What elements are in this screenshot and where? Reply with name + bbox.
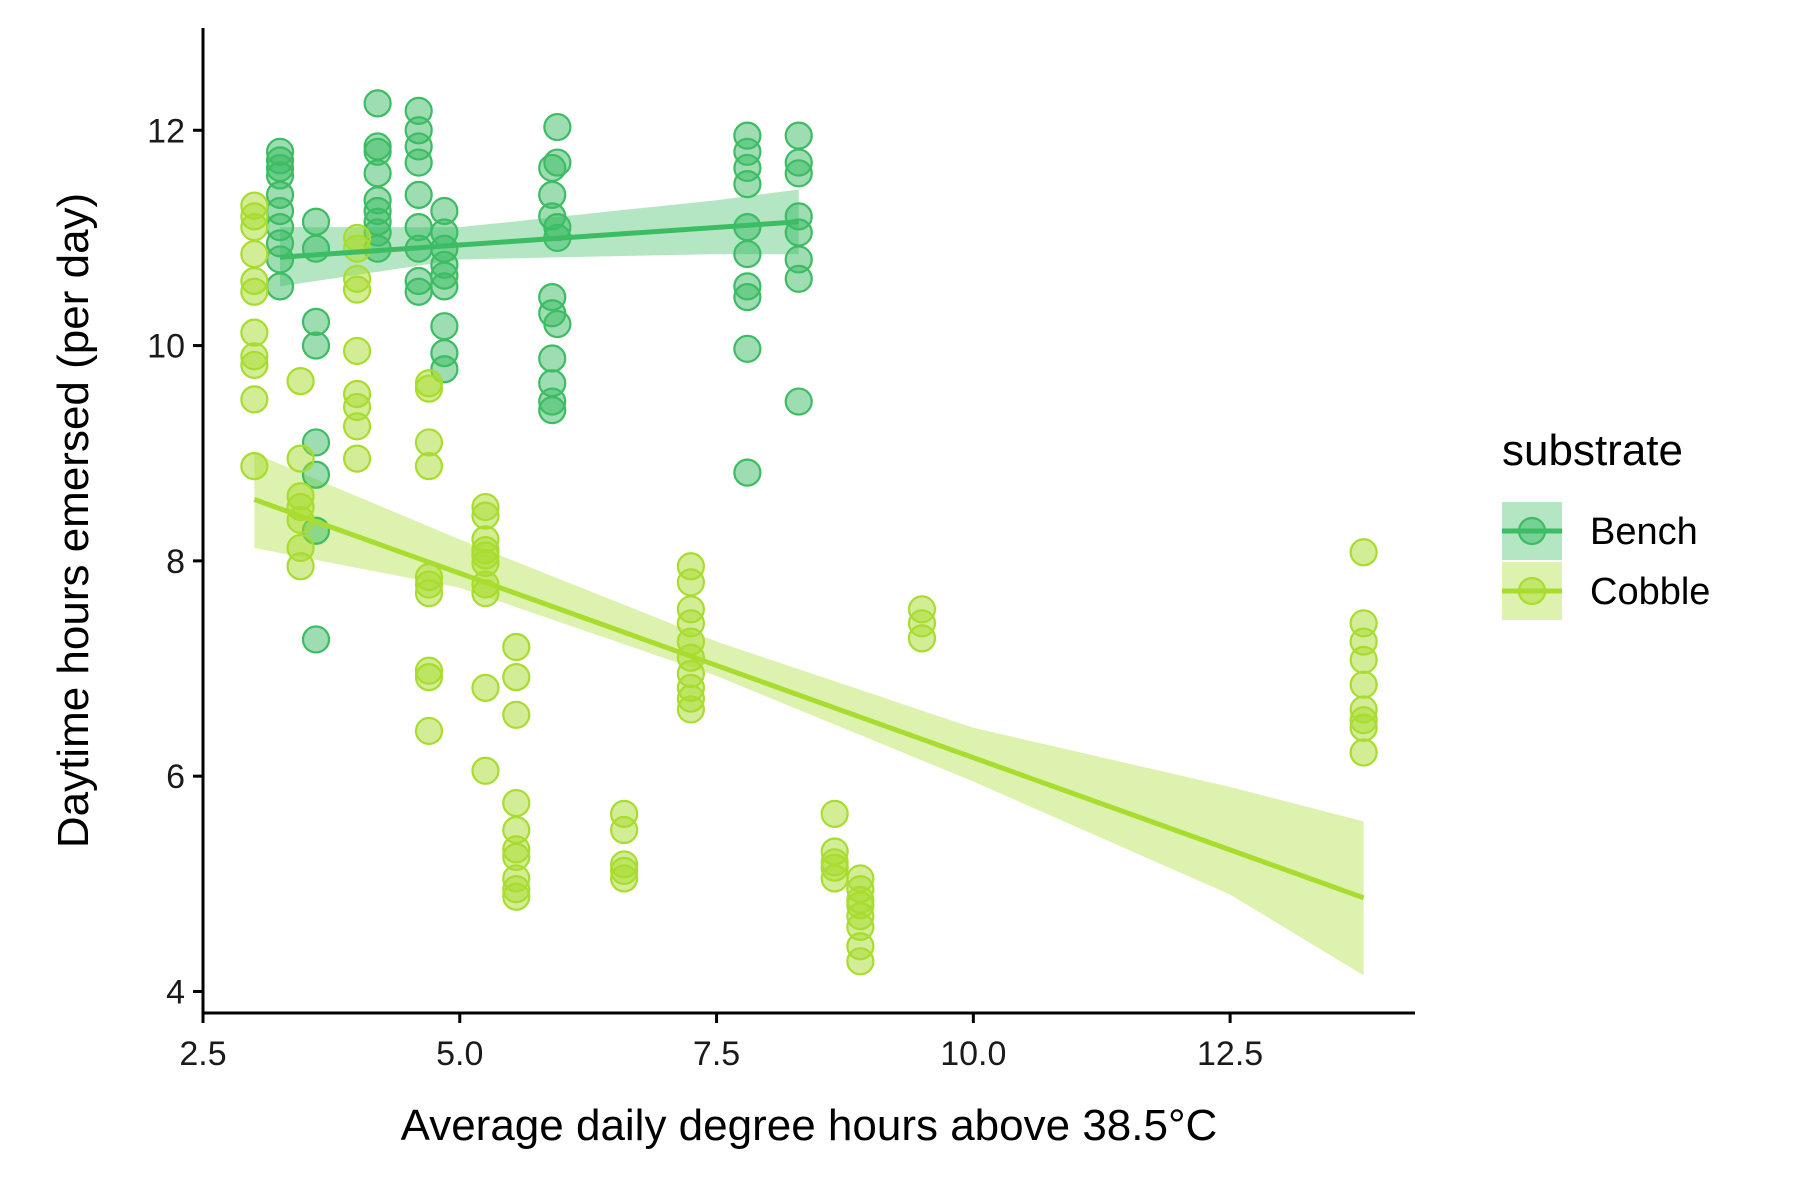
point-cobble	[414, 428, 444, 457]
point-cobble	[846, 947, 875, 976]
legend-title: substrate	[1502, 426, 1683, 475]
point-cobble	[820, 799, 849, 828]
point-bench	[363, 89, 392, 118]
point-bench	[733, 334, 762, 363]
axes	[201, 28, 1415, 1015]
point-cobble	[502, 882, 531, 911]
point-cobble	[1349, 538, 1378, 567]
point-cobble	[471, 756, 500, 785]
point-cobble	[286, 444, 315, 473]
point-bench	[784, 387, 813, 416]
legend-label-cobble: Cobble	[1590, 571, 1710, 613]
point-cobble	[240, 385, 269, 414]
legend-item-bench: Bench	[1502, 502, 1698, 560]
ci-band-cobble	[254, 453, 1364, 976]
y-tick-label: 12	[147, 112, 185, 150]
point-cobble	[414, 716, 444, 746]
point-bench	[430, 272, 459, 301]
point-cobble	[471, 673, 500, 702]
point-cobble	[907, 624, 937, 653]
point-cobble	[414, 374, 444, 403]
legend-label-bench: Bench	[1590, 511, 1698, 553]
point-cobble	[414, 452, 444, 481]
point-cobble	[502, 632, 531, 662]
point-cobble	[502, 663, 531, 692]
point-cobble	[240, 213, 269, 242]
point-bench	[404, 148, 433, 177]
y-tick-label: 4	[166, 973, 185, 1011]
point-bench	[301, 331, 331, 360]
legend-marker-bench	[1517, 516, 1547, 546]
point-bench	[543, 148, 572, 177]
point-cobble	[240, 452, 269, 481]
point-bench	[538, 396, 567, 425]
y-tick-label: 8	[166, 543, 185, 581]
point-bench	[265, 245, 295, 274]
point-bench	[543, 309, 572, 339]
trend-line-cobble	[253, 497, 1365, 901]
point-bench	[301, 625, 331, 654]
point-bench	[784, 121, 813, 150]
trend-line-bench	[279, 219, 799, 260]
point-cobble	[502, 700, 531, 729]
point-cobble	[1349, 738, 1378, 767]
point-bench	[430, 312, 459, 341]
point-bench	[404, 277, 433, 306]
point-cobble	[820, 864, 849, 893]
point-cobble	[1349, 670, 1378, 699]
point-cobble	[240, 350, 269, 380]
x-tick-label: 2.5	[179, 1035, 226, 1073]
point-cobble	[240, 277, 269, 306]
point-bench	[733, 239, 762, 269]
point-cobble	[414, 663, 444, 692]
point-bench	[404, 180, 433, 209]
point-cobble	[610, 864, 639, 893]
point-cobble	[240, 239, 269, 269]
point-cobble	[240, 318, 269, 347]
y-axis-ticks: 4 6 8 10 12	[147, 112, 203, 1011]
point-bench	[543, 112, 572, 142]
point-cobble	[1349, 645, 1378, 675]
point-bench	[784, 159, 813, 188]
x-tick-label: 7.5	[693, 1035, 740, 1073]
trend-lines	[253, 219, 1365, 901]
point-cobble	[342, 412, 372, 441]
x-tick-label: 12.5	[1197, 1035, 1263, 1073]
point-bench	[301, 307, 331, 336]
legend-item-cobble: Cobble	[1502, 562, 1710, 620]
point-cobble	[1349, 713, 1378, 742]
point-bench	[301, 207, 331, 236]
x-tick-label: 10.0	[940, 1035, 1006, 1073]
point-cobble	[676, 695, 705, 724]
x-axis-title: Average daily degree hours above 38.5°C	[401, 1101, 1218, 1150]
legend: substrate Bench Cobble	[1502, 426, 1710, 620]
point-bench	[733, 283, 762, 312]
point-cobble	[342, 336, 372, 366]
point-bench	[265, 272, 295, 301]
point-cobble	[286, 366, 315, 396]
x-axis-ticks: 2.5 5.0 7.5 10.0 12.5	[179, 1013, 1263, 1073]
point-cobble	[502, 788, 531, 818]
legend-marker-cobble	[1517, 576, 1547, 606]
point-cobble	[286, 552, 315, 581]
y-tick-label: 6	[166, 758, 185, 796]
point-bench	[363, 159, 392, 188]
point-bench	[538, 344, 567, 373]
x-tick-label: 5.0	[436, 1035, 483, 1073]
point-cobble	[471, 501, 500, 530]
point-cobble	[342, 444, 372, 473]
point-cobble	[676, 568, 705, 597]
point-cobble	[610, 815, 639, 845]
y-axis-title: Daytime hours emersed (per day)	[49, 193, 98, 848]
point-cobble	[414, 579, 444, 608]
point-bench	[733, 169, 762, 199]
point-bench	[733, 458, 762, 487]
y-tick-label: 10	[147, 328, 185, 366]
point-cobble	[342, 234, 372, 263]
data-points	[240, 89, 1378, 976]
point-bench	[784, 264, 813, 293]
point-cobble	[342, 275, 372, 304]
